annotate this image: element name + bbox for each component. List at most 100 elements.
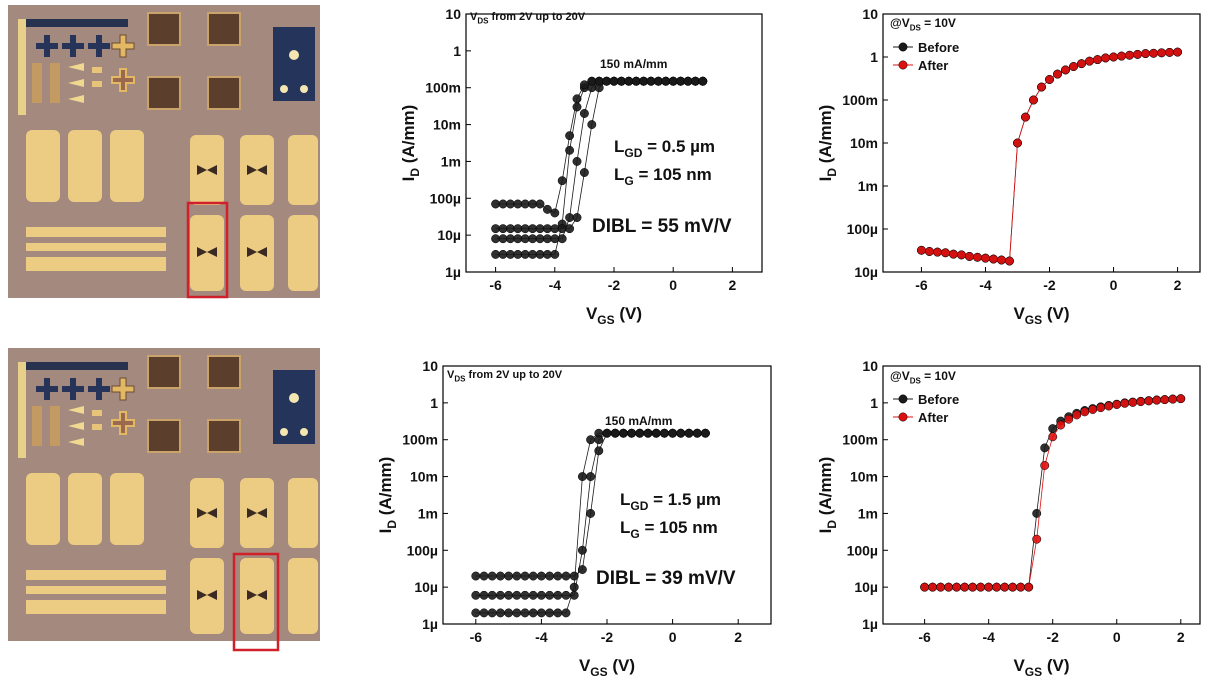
data-point	[572, 156, 582, 166]
data-point	[550, 208, 560, 218]
data-point	[498, 199, 508, 209]
annotation: LGD = 1.5 µm	[620, 490, 721, 513]
data-point	[528, 249, 538, 259]
y-tick-label: 100m	[842, 92, 878, 108]
data-point	[668, 428, 678, 438]
data-point	[989, 254, 998, 264]
data-point	[1125, 50, 1135, 60]
data-point	[651, 428, 661, 438]
micrograph	[7, 347, 321, 652]
data-point	[579, 80, 589, 90]
annotation: LG = 105 nm	[614, 165, 712, 188]
y-tick-label: 10m	[433, 117, 461, 133]
y-tick-label: 1	[870, 49, 878, 65]
data-point	[487, 590, 497, 600]
data-point	[528, 234, 538, 244]
text-part: V	[579, 656, 591, 675]
text-part: (A/mm)	[376, 457, 395, 520]
data-point	[471, 590, 481, 600]
data-point	[1088, 405, 1098, 414]
x-tick-label: -6	[918, 629, 931, 645]
data-point	[1141, 49, 1151, 59]
y-tick-label: 100m	[842, 432, 878, 448]
data-point	[553, 571, 563, 581]
data-point	[542, 204, 552, 214]
data-point	[1040, 461, 1050, 470]
data-point	[471, 608, 481, 618]
data-point	[1053, 69, 1062, 79]
data-point	[586, 435, 596, 445]
text-part: @V	[890, 16, 910, 30]
plot-frame	[882, 365, 1201, 625]
data-point	[569, 571, 579, 581]
annotation: LGD = 0.5 µm	[614, 137, 715, 160]
text-part: 150 mA/mm	[605, 414, 672, 428]
data-point	[916, 245, 926, 255]
data-point	[997, 255, 1006, 265]
data-point	[545, 590, 555, 600]
text-part: GS	[1025, 665, 1042, 679]
data-point	[542, 249, 552, 259]
data-point	[1128, 397, 1138, 407]
x-tick-label: -4	[982, 629, 995, 645]
x-axis-label: VGS (V)	[579, 656, 635, 679]
data-point	[1077, 59, 1086, 69]
data-point	[594, 76, 604, 86]
text-part: GS	[590, 665, 607, 679]
data-point	[956, 250, 966, 260]
data-point	[586, 508, 596, 518]
data-point	[565, 224, 575, 234]
data-point	[577, 545, 587, 555]
annotation: VDS from 2V up to 20V	[447, 369, 563, 383]
data-point	[553, 590, 563, 600]
x-tick-label: 2	[1174, 277, 1182, 293]
data-point	[491, 199, 501, 209]
data-point	[587, 76, 597, 86]
data-point	[545, 608, 555, 618]
text-part: DS	[910, 377, 922, 386]
text-part: 150 mA/mm	[600, 57, 667, 71]
data-point	[627, 428, 637, 438]
data-point	[491, 224, 501, 234]
text-part: (V)	[1042, 304, 1069, 323]
data-point	[698, 76, 708, 86]
data-point	[512, 571, 522, 581]
x-tick-label: 2	[734, 629, 742, 645]
data-point	[495, 571, 505, 581]
data-point	[505, 249, 515, 259]
data-point	[1021, 112, 1030, 122]
y-tick-label: 1µ	[862, 616, 878, 632]
data-point	[1160, 395, 1170, 405]
annotation: 150 mA/mm	[600, 57, 667, 71]
data-point	[479, 608, 489, 618]
data-point	[1013, 138, 1022, 148]
y-tick-label: 1	[453, 43, 461, 59]
data-point	[579, 168, 589, 177]
data-point	[1152, 395, 1162, 405]
data-point	[932, 247, 942, 257]
text-part: G	[624, 174, 633, 188]
data-point	[1093, 55, 1102, 65]
annotation: VDS from 2V up to 20V	[470, 11, 586, 25]
data-point	[505, 234, 515, 244]
data-point	[609, 76, 619, 86]
x-tick-label: -4	[979, 277, 992, 293]
data-point	[513, 249, 523, 259]
data-point	[1048, 432, 1058, 442]
data-point	[968, 582, 978, 592]
data-point	[535, 234, 545, 244]
x-tick-label: -2	[608, 277, 621, 293]
data-point	[1072, 410, 1082, 420]
data-point	[491, 249, 501, 259]
text-part: V	[1013, 656, 1025, 675]
y-tick-label: 1m	[858, 178, 878, 194]
data-point	[542, 224, 552, 234]
data-point	[520, 234, 530, 244]
data-point	[676, 428, 686, 438]
data-point	[487, 571, 497, 581]
y-axis-label: ID (A/mm)	[816, 105, 839, 182]
data-point	[565, 131, 575, 141]
data-point	[572, 102, 582, 112]
data-point	[565, 213, 575, 223]
